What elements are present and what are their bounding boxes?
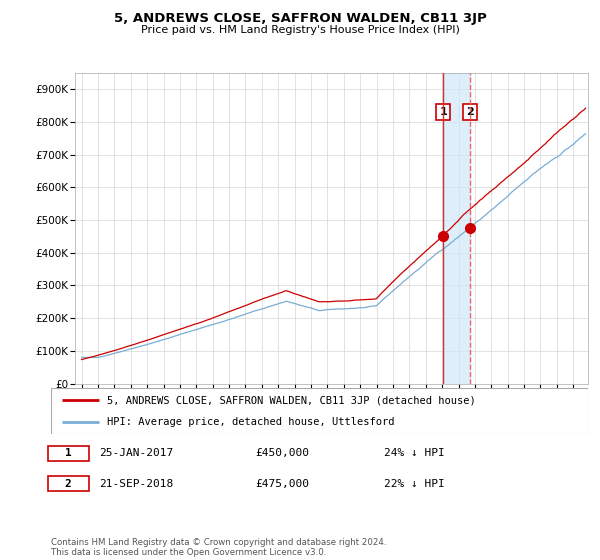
Text: Contains HM Land Registry data © Crown copyright and database right 2024.
This d: Contains HM Land Registry data © Crown c…	[51, 538, 386, 557]
FancyBboxPatch shape	[51, 388, 588, 434]
Text: 21-SEP-2018: 21-SEP-2018	[100, 479, 173, 489]
Text: £450,000: £450,000	[255, 449, 309, 459]
Text: 2: 2	[65, 479, 71, 489]
Text: Price paid vs. HM Land Registry's House Price Index (HPI): Price paid vs. HM Land Registry's House …	[140, 25, 460, 35]
FancyBboxPatch shape	[49, 476, 89, 491]
Text: 1: 1	[439, 106, 447, 116]
Text: £475,000: £475,000	[255, 479, 309, 489]
Text: 2: 2	[467, 106, 475, 116]
Bar	[443, 73, 470, 384]
Text: HPI: Average price, detached house, Uttlesford: HPI: Average price, detached house, Uttl…	[107, 417, 395, 427]
Text: 25-JAN-2017: 25-JAN-2017	[100, 449, 173, 459]
Text: 22% ↓ HPI: 22% ↓ HPI	[384, 479, 445, 489]
FancyBboxPatch shape	[49, 446, 89, 461]
Text: 5, ANDREWS CLOSE, SAFFRON WALDEN, CB11 3JP (detached house): 5, ANDREWS CLOSE, SAFFRON WALDEN, CB11 3…	[107, 395, 476, 405]
Text: 1: 1	[65, 449, 71, 459]
Text: 5, ANDREWS CLOSE, SAFFRON WALDEN, CB11 3JP: 5, ANDREWS CLOSE, SAFFRON WALDEN, CB11 3…	[113, 12, 487, 25]
Text: 24% ↓ HPI: 24% ↓ HPI	[384, 449, 445, 459]
